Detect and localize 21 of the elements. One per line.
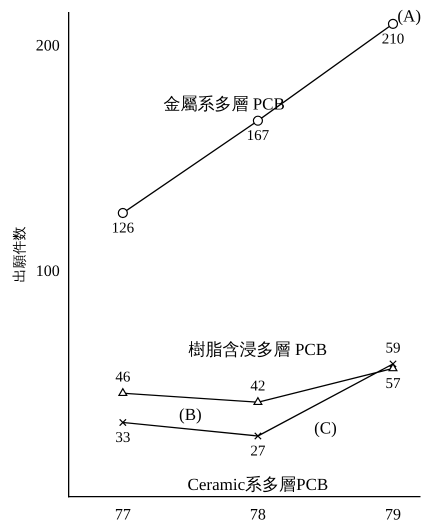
annotation: (B) <box>179 405 202 424</box>
x-tick-label: 78 <box>250 506 266 524</box>
data-label: 57 <box>385 376 401 392</box>
data-label: 210 <box>382 31 404 48</box>
annotation: (A) <box>397 6 421 26</box>
x-tick-label: 79 <box>384 506 401 524</box>
data-label: 59 <box>385 340 400 356</box>
data-label: 126 <box>112 220 135 236</box>
y-axis-title: 出願件数 <box>12 226 28 283</box>
data-label: 27 <box>250 443 266 460</box>
annotation: (C) <box>314 418 337 438</box>
x-tick-label: 77 <box>114 506 131 524</box>
annotation: Ceramic系多層PCB <box>188 475 328 494</box>
data-label: 33 <box>115 430 130 446</box>
data-label: 42 <box>250 378 266 395</box>
data-label: 167 <box>246 128 270 144</box>
data-label: 46 <box>115 370 131 386</box>
y-tick-label: 200 <box>36 38 60 55</box>
y-tick-label: 100 <box>36 262 60 280</box>
annotation: 樹脂含浸多層 PCB <box>188 340 328 359</box>
annotation: 金屬系多層 PCB <box>163 94 285 114</box>
